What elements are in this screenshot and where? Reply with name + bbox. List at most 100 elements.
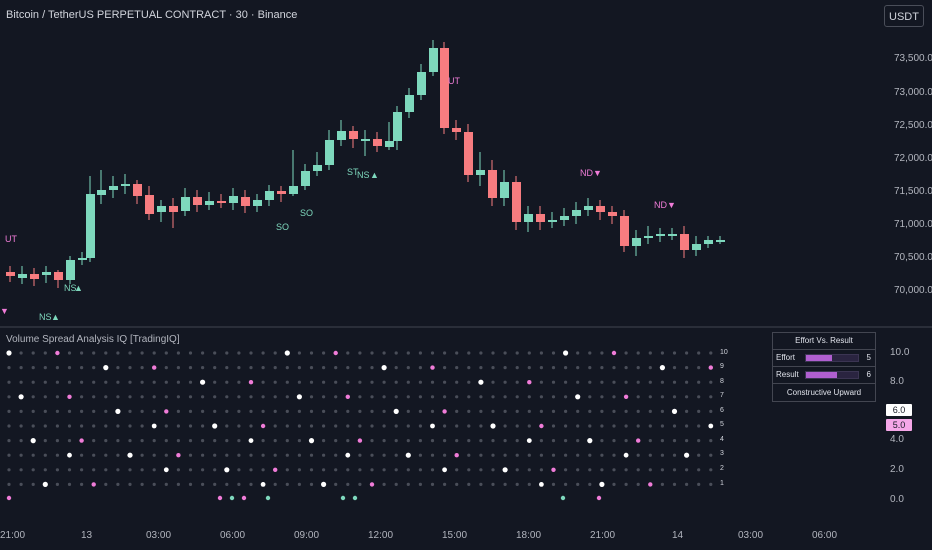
vsa-dot	[284, 350, 290, 356]
price-label: 73,000.0	[894, 87, 932, 98]
vsa-dot	[636, 424, 640, 428]
vsa-dot	[297, 380, 301, 384]
vsa-dot	[334, 395, 338, 399]
vsa-dot	[406, 380, 410, 384]
vsa-dot	[588, 351, 592, 355]
vsa-dot	[443, 366, 447, 370]
vsa-dot	[503, 351, 507, 355]
vsa-dot	[636, 395, 640, 399]
vsa-dot	[527, 366, 531, 370]
vsa-dot	[515, 424, 519, 428]
vsa-dot	[660, 424, 665, 428]
vsa-dot	[6, 350, 12, 356]
vsa-dot	[225, 409, 229, 413]
vsa-dot	[261, 453, 265, 457]
candle-body	[393, 112, 402, 141]
vsa-dot	[539, 439, 544, 443]
vsa-dot	[599, 481, 605, 487]
vsa-dot	[479, 482, 483, 486]
indicator-title[interactable]: Volume Spread Analysis IQ [TradingIQ]	[6, 334, 180, 345]
price-chart[interactable]	[0, 0, 880, 326]
vsa-dot	[406, 395, 410, 399]
vsa-dot	[152, 453, 156, 457]
vsa-dot	[697, 409, 701, 413]
vsa-dot	[467, 439, 471, 443]
vsa-dot	[394, 439, 398, 443]
vsa-dot	[623, 394, 629, 399]
value-tag: 5.0	[886, 419, 912, 431]
vsa-dot	[369, 482, 375, 487]
vsa-dot	[479, 453, 483, 457]
indicator-axis-label: 10.0	[890, 347, 910, 358]
vsa-dot	[152, 380, 156, 384]
vsa-dot	[443, 482, 447, 486]
candle-body	[30, 274, 39, 279]
vsa-dot	[576, 424, 580, 428]
candle-body	[193, 197, 202, 205]
vsa-dot	[442, 409, 447, 414]
vsa-dot	[346, 380, 350, 384]
vsa-dot	[249, 468, 253, 472]
result-bar	[805, 371, 859, 379]
signal-arrow-up: ▲	[370, 170, 379, 180]
vsa-dot	[103, 365, 109, 371]
vsa-dot	[358, 409, 362, 413]
result-value: 6	[866, 370, 871, 379]
vsa-dot	[237, 439, 241, 443]
vsa-dot	[455, 482, 459, 486]
signal-stopping-volume: ST	[347, 167, 359, 177]
vsa-dot	[503, 380, 507, 384]
vsa-dot	[539, 366, 544, 370]
vsa-dot	[455, 409, 459, 413]
vsa-dot	[285, 424, 289, 428]
vsa-dot	[624, 409, 628, 413]
vsa-dot	[370, 453, 374, 457]
currency-button[interactable]: USDT	[884, 5, 924, 27]
pane-divider[interactable]	[0, 326, 932, 328]
vsa-dot	[406, 366, 410, 370]
vsa-dot	[660, 351, 665, 355]
vsa-dot	[18, 394, 24, 400]
signal-arrow-down: ▼	[0, 306, 9, 316]
vsa-dot	[382, 409, 386, 413]
vsa-dot	[67, 366, 72, 370]
vsa-dot	[309, 453, 314, 457]
vsa-dot	[551, 453, 556, 457]
vsa-dot	[31, 409, 35, 413]
vsa-dot	[697, 439, 701, 443]
effort-label: Effort	[776, 353, 795, 362]
vsa-dot	[80, 351, 84, 355]
vsa-dot	[636, 468, 640, 472]
vsa-dot	[213, 482, 217, 486]
vsa-dot	[91, 482, 96, 487]
candle-body	[205, 201, 214, 205]
vsa-dot	[225, 482, 229, 486]
vsa-dot	[164, 424, 168, 428]
vsa-dot	[612, 439, 616, 443]
vsa-dot	[213, 380, 217, 384]
vsa-dot	[551, 366, 556, 370]
vsa-dot	[370, 366, 374, 370]
vsa-dot	[67, 351, 72, 355]
vsa-dot	[685, 380, 689, 384]
vsa-dot	[128, 351, 132, 355]
vsa-dot	[322, 468, 326, 472]
candle-body	[385, 141, 394, 147]
vsa-dot	[188, 424, 193, 428]
vsa-dot	[467, 424, 471, 428]
vsa-dot	[697, 380, 701, 384]
candle-body	[301, 171, 310, 186]
price-label: 71,500.0	[894, 186, 932, 197]
vsa-dot	[443, 380, 447, 384]
vsa-dot	[55, 366, 60, 370]
vsa-dot	[43, 366, 47, 370]
vsa-dot	[285, 380, 289, 384]
vsa-dot	[152, 482, 156, 486]
vsa-dot	[623, 452, 629, 458]
vsa-dot	[164, 453, 168, 457]
vsa-dot	[176, 380, 180, 384]
vsa-dot	[564, 366, 568, 370]
signal-no-supply: NS	[357, 170, 370, 180]
vsa-dot	[672, 468, 677, 472]
vsa-dot	[308, 438, 315, 444]
